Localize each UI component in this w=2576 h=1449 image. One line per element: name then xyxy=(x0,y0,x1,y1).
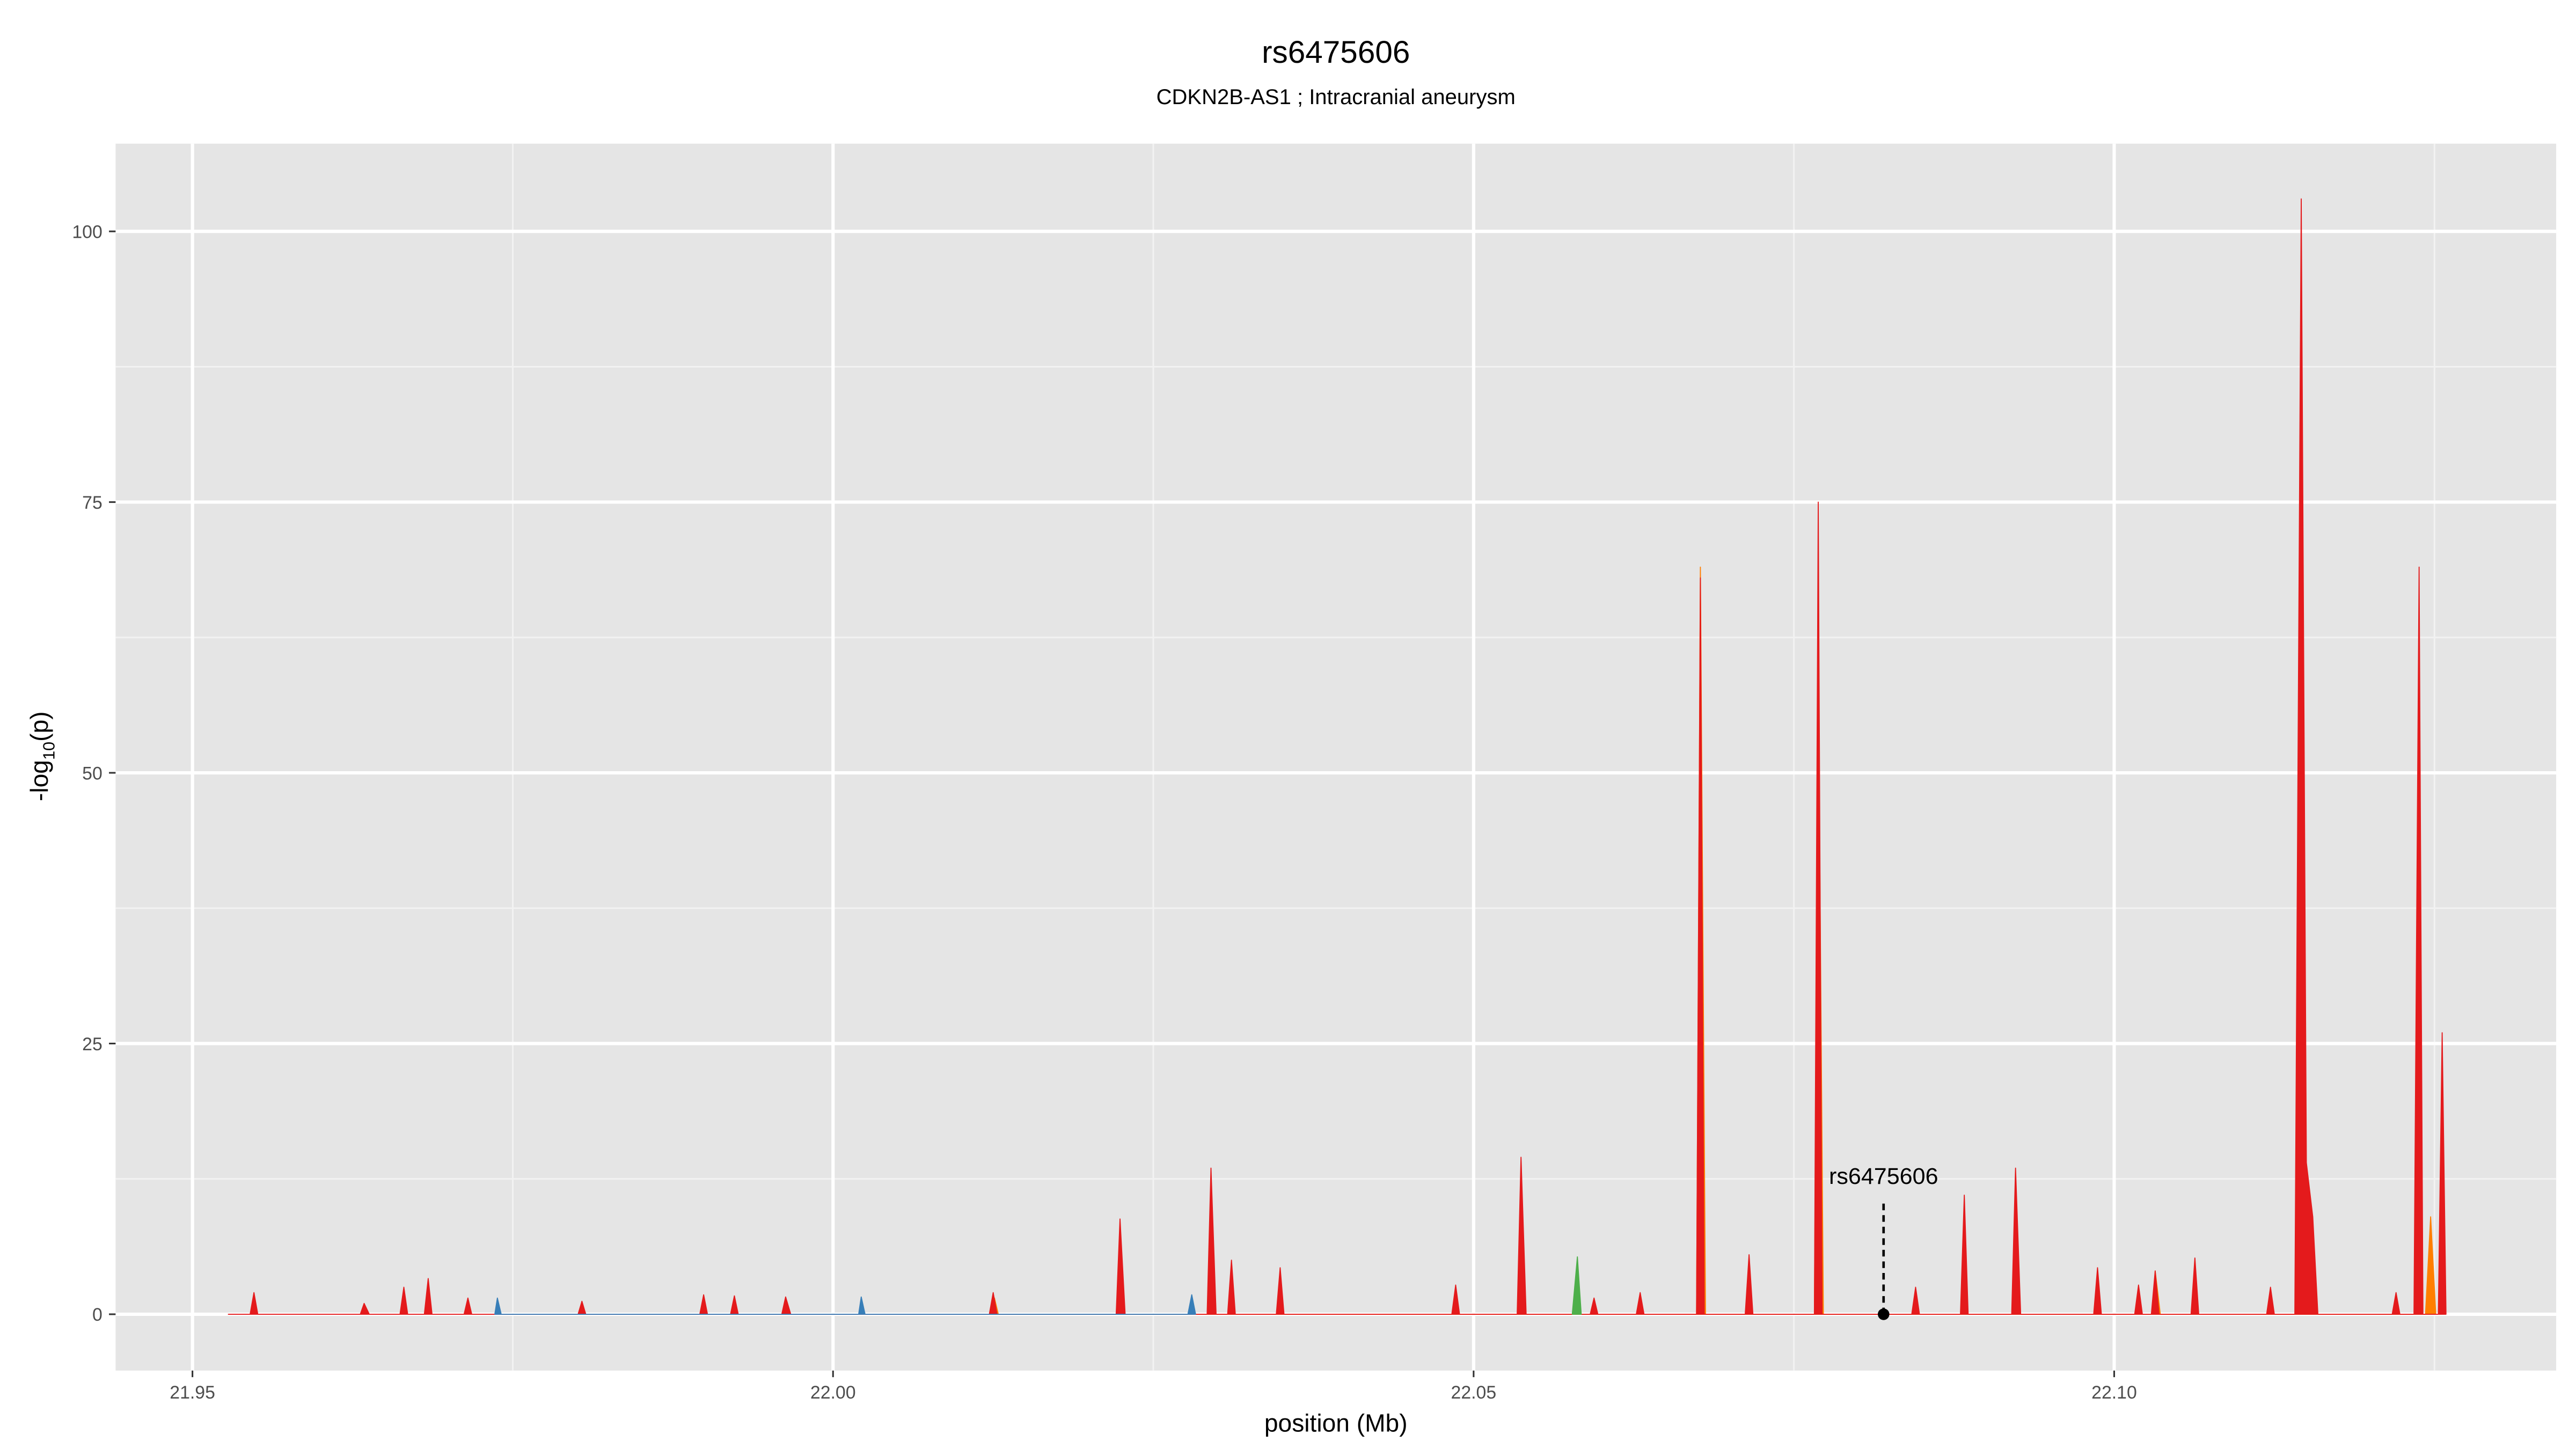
x-tick-label: 22.05 xyxy=(1451,1382,1497,1403)
area-series xyxy=(1571,1256,1582,1315)
annotation-label: rs6475606 xyxy=(1829,1163,1938,1189)
y-label-subscript: 10 xyxy=(40,742,58,760)
x-tick-label: 21.95 xyxy=(170,1382,215,1403)
x-tick-label: 22.00 xyxy=(810,1382,856,1403)
area-series xyxy=(494,1294,1196,1315)
y-axis-label: -log10(p) xyxy=(25,711,58,801)
area-series xyxy=(228,198,2447,1315)
y-tick-label: 25 xyxy=(82,1034,103,1055)
y-tick-label: 50 xyxy=(82,763,103,784)
x-axis-label: position (Mb) xyxy=(1264,1409,1408,1437)
y-tick-label: 0 xyxy=(92,1305,103,1325)
y-label-tail: (p) xyxy=(25,711,53,741)
chart-subtitle: CDKN2B-AS1 ; Intracranial aneurysm xyxy=(1157,85,1516,109)
x-tick-label: 22.10 xyxy=(2091,1382,2137,1403)
y-tick-label: 75 xyxy=(82,493,103,513)
chart-title: rs6475606 xyxy=(1262,35,1410,70)
y-label-main: -log xyxy=(25,760,53,801)
y-tick-label: 100 xyxy=(72,222,102,242)
annotation-point xyxy=(1878,1308,1890,1320)
plot-panel xyxy=(115,143,2557,1371)
